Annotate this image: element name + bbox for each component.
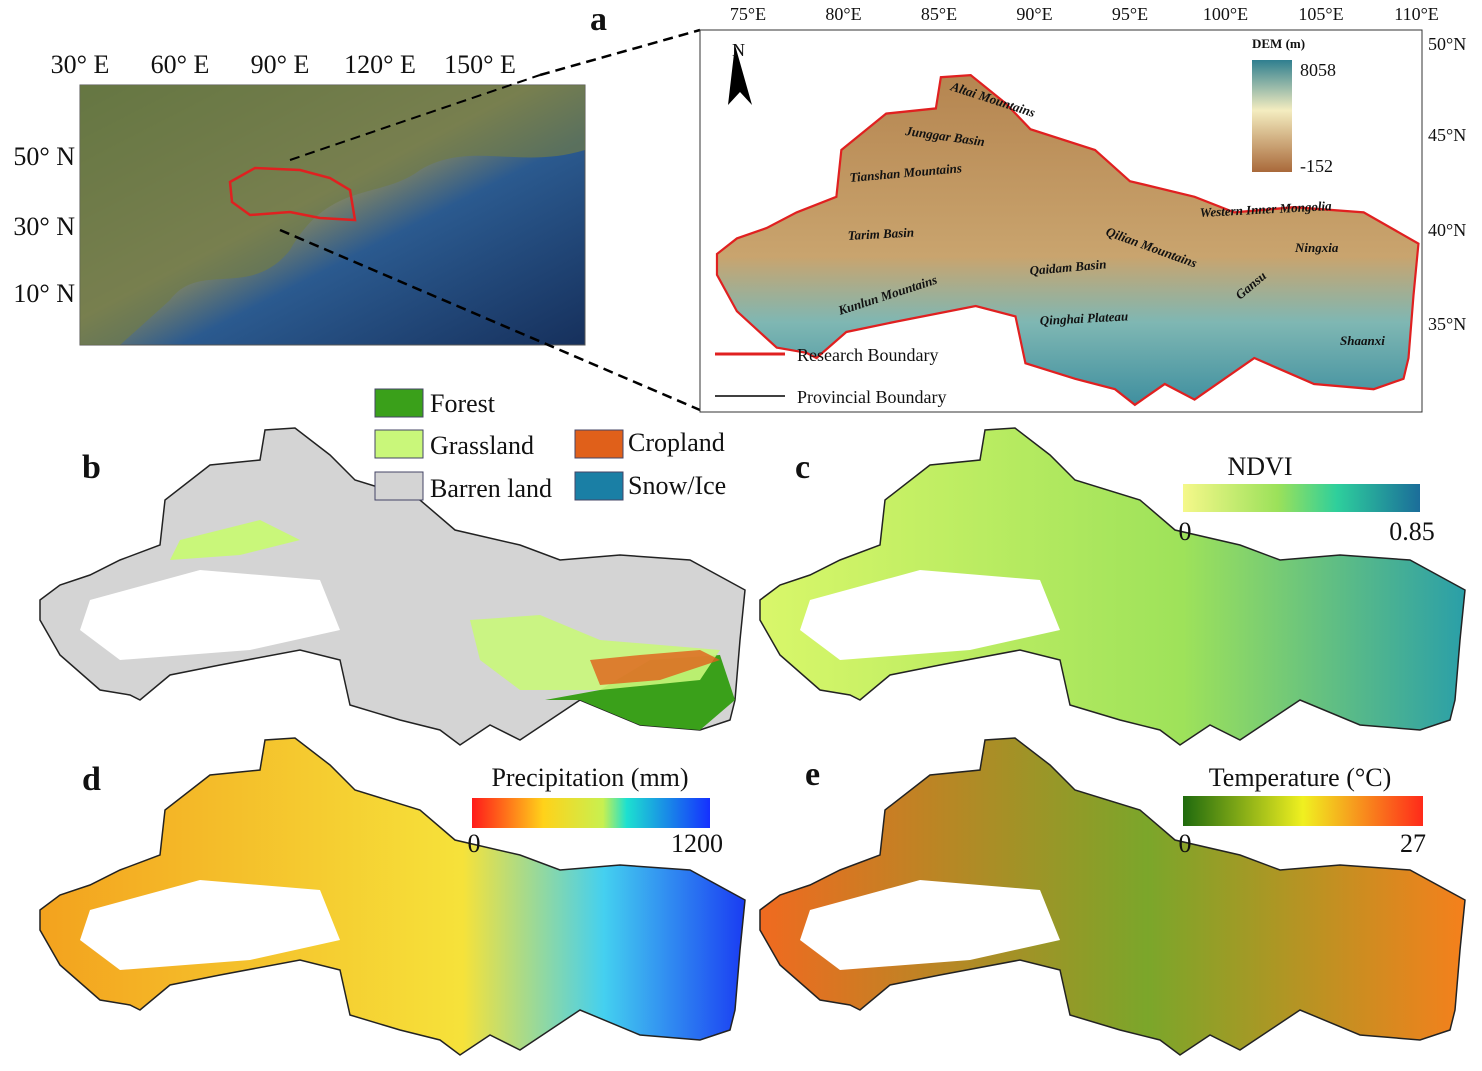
place-name: Ningxia	[1294, 240, 1339, 255]
lon-label: 60° E	[151, 50, 210, 79]
land	[80, 85, 585, 345]
lon-label: 30° E	[51, 50, 110, 79]
dem-colorbar	[1252, 60, 1292, 172]
lon-label: 110°E	[1394, 4, 1439, 24]
desert-blank	[80, 880, 340, 970]
zoom-line	[279, 228, 701, 412]
precipitation-colorbar	[472, 798, 710, 828]
colorbar-max: 27	[1400, 829, 1426, 858]
colorbar-max: 1200	[671, 829, 723, 858]
lat-label: 35°N	[1428, 314, 1466, 334]
colorbar-min: 0	[1179, 517, 1192, 546]
legend-label: Grassland	[430, 431, 534, 460]
zoom-line	[289, 74, 541, 161]
study-area-outline	[228, 166, 357, 222]
desert-blank	[80, 570, 340, 660]
legend-label: Cropland	[628, 428, 725, 457]
legend-label: Research Boundary	[797, 345, 938, 365]
dem-max: 8058	[1300, 60, 1336, 80]
dem-min: -152	[1300, 156, 1333, 176]
lat-label: 50° N	[13, 142, 75, 171]
temperature-colorbar	[1183, 796, 1423, 826]
panel-label: d	[82, 761, 101, 798]
legend-label: Provincial Boundary	[797, 387, 946, 407]
overview-map	[79, 84, 586, 346]
cropland-area	[590, 650, 720, 685]
desert-blank	[800, 880, 1060, 970]
lat-label: 45°N	[1428, 125, 1466, 145]
legend-swatch	[574, 471, 624, 501]
zoom-line	[539, 28, 701, 77]
place-name: Qinghai Plateau	[1039, 308, 1128, 328]
desert-blank	[800, 570, 1060, 660]
place-name: Shaanxi	[1340, 333, 1385, 348]
panel-label: e	[805, 756, 820, 793]
place-name: Qaidam Basin	[1029, 256, 1107, 278]
panel-label: c	[795, 449, 810, 486]
lon-label: 75°E	[730, 4, 766, 24]
panel-label: b	[82, 449, 101, 486]
legend-label: Snow/Ice	[628, 471, 726, 500]
colorbar-title: Precipitation (mm)	[491, 763, 688, 792]
north-arrow	[728, 45, 752, 105]
lon-label: 90° E	[251, 50, 310, 79]
lat-label: 10° N	[13, 279, 75, 308]
lon-label: 85°E	[921, 4, 957, 24]
north-label: N	[732, 40, 745, 60]
lon-label: 150° E	[444, 50, 516, 79]
colorbar-title: NDVI	[1228, 452, 1293, 481]
lat-label: 50°N	[1428, 34, 1466, 54]
colorbar-min: 0	[1179, 829, 1192, 858]
legend-swatch	[574, 429, 624, 459]
legend-swatch	[374, 388, 424, 418]
lon-label: 95°E	[1112, 4, 1148, 24]
legend-label: Forest	[430, 389, 496, 418]
legend-swatch	[374, 429, 424, 459]
colorbar-max: 0.85	[1389, 517, 1435, 546]
lat-label: 40°N	[1428, 220, 1466, 240]
legend-label: Barren land	[430, 474, 552, 503]
colorbar-title: Temperature (°C)	[1209, 763, 1392, 792]
lon-label: 120° E	[344, 50, 416, 79]
lon-label: 90°E	[1016, 4, 1052, 24]
lat-label: 30° N	[13, 212, 75, 241]
place-name: Western Inner Mongolia	[1199, 198, 1332, 220]
place-name: Tarim Basin	[847, 225, 914, 243]
grassland-area	[170, 520, 300, 560]
lon-label: 100°E	[1203, 4, 1248, 24]
dem-title: DEM (m)	[1252, 36, 1305, 51]
lon-label: 80°E	[825, 4, 861, 24]
ndvi-colorbar	[1183, 484, 1420, 512]
lon-label: 105°E	[1298, 4, 1343, 24]
panel-label: a	[590, 1, 607, 38]
colorbar-min: 0	[468, 829, 481, 858]
legend-swatch	[374, 471, 424, 501]
